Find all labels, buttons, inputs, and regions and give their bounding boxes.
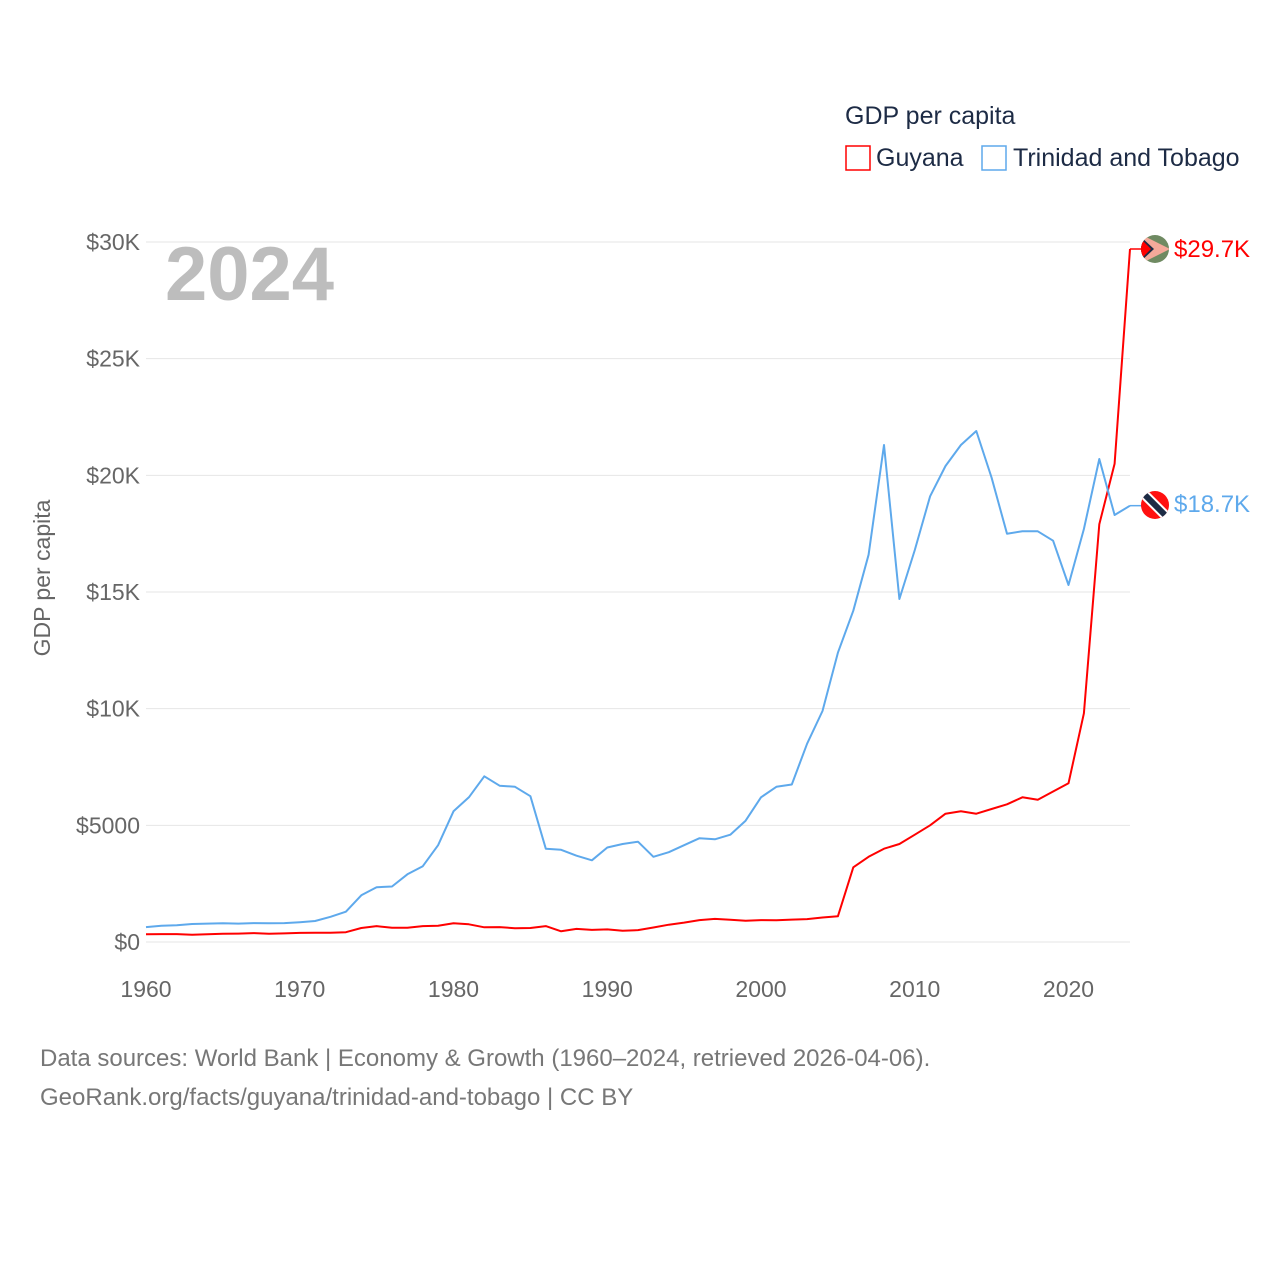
y-tick-label: $25K bbox=[86, 346, 140, 372]
x-tick-label: 1970 bbox=[274, 976, 325, 1002]
footer-sources: Data sources: World Bank | Economy & Gro… bbox=[40, 1045, 931, 1072]
x-tick-label: 2000 bbox=[735, 976, 786, 1002]
footer-link[interactable]: GeoRank.org/facts/guyana/trinidad-and-to… bbox=[40, 1084, 634, 1111]
x-tick-label: 1990 bbox=[582, 976, 633, 1002]
legend-title: GDP per capita bbox=[845, 102, 1016, 130]
y-tick-label: $30K bbox=[86, 229, 140, 255]
y-tick-label: $20K bbox=[86, 462, 140, 488]
y-axis-label: GDP per capita bbox=[29, 499, 55, 656]
year-label: 2024 bbox=[165, 232, 334, 317]
legend: GDP per capita Guyana Trinidad and Tobag… bbox=[845, 102, 1240, 172]
y-axis: $0 $5000 $10K $15K $20K $25K $30K bbox=[76, 229, 141, 955]
y-tick-label: $5000 bbox=[76, 812, 140, 838]
legend-label-trinidad: Trinidad and Tobago bbox=[1013, 144, 1240, 172]
x-axis: 1960 1970 1980 1990 2000 2010 2020 bbox=[120, 976, 1094, 1002]
series-line-guyana bbox=[145, 248, 1131, 936]
x-tick-label: 2010 bbox=[889, 976, 940, 1002]
end-label-trinidad: $18.7K bbox=[1174, 491, 1250, 518]
x-tick-label: 1980 bbox=[428, 976, 479, 1002]
x-tick-label: 2020 bbox=[1043, 976, 1094, 1002]
series-line-trinidad-and-tobago bbox=[145, 430, 1131, 929]
legend-swatch-trinidad bbox=[981, 145, 1007, 171]
series-lines bbox=[145, 248, 1142, 936]
end-label-guyana: $29.7K bbox=[1174, 236, 1250, 263]
x-tick-label: 1960 bbox=[120, 976, 171, 1002]
gridlines bbox=[146, 241, 1130, 943]
legend-swatch-guyana bbox=[845, 145, 871, 171]
legend-label-guyana: Guyana bbox=[876, 144, 964, 172]
guyana-flag-icon bbox=[1141, 235, 1169, 263]
y-tick-label: $10K bbox=[86, 696, 140, 722]
y-tick-label: $0 bbox=[114, 929, 140, 955]
y-tick-label: $15K bbox=[86, 579, 140, 605]
trinidad-flag-icon bbox=[1141, 491, 1169, 519]
